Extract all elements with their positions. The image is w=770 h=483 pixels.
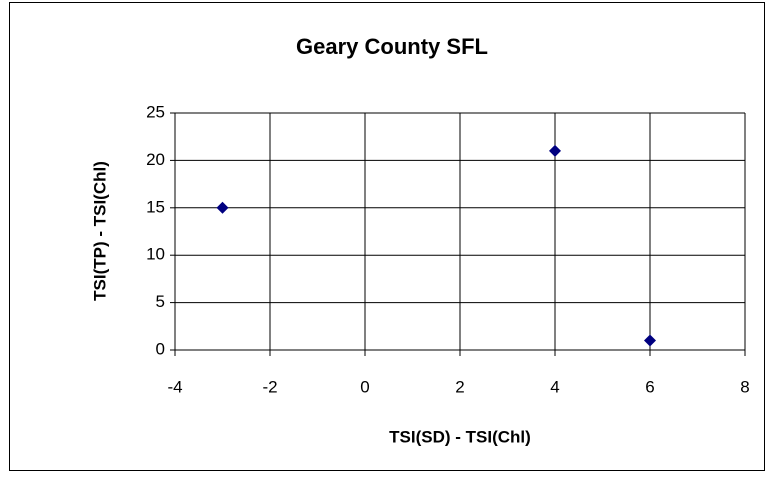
x-tick-label: 0: [360, 377, 369, 396]
x-tick-label: 4: [550, 377, 559, 396]
point: [216, 201, 229, 214]
chart-title: Geary County SFL: [296, 34, 488, 59]
y-tick-label: 0: [156, 339, 165, 358]
y-tick-label: 20: [146, 150, 165, 169]
y-tick-label: 10: [146, 245, 165, 264]
x-tick-label: 8: [740, 377, 749, 396]
y-tick-label: 5: [156, 292, 165, 311]
point: [644, 334, 656, 347]
x-tick-label: -4: [167, 377, 182, 396]
x-tick-label: -2: [262, 377, 277, 396]
y-tick-label: 25: [146, 102, 165, 121]
y-axis-label: TSI(TP) - TSI(Chl): [90, 161, 109, 301]
x-tick-label: 2: [455, 377, 464, 396]
x-tick-label: 6: [645, 377, 654, 396]
point: [549, 144, 561, 157]
x-axis-label: TSI(SD) - TSI(Chl): [389, 427, 531, 446]
chart-frame: [9, 2, 765, 471]
y-tick-label: 15: [146, 197, 165, 216]
